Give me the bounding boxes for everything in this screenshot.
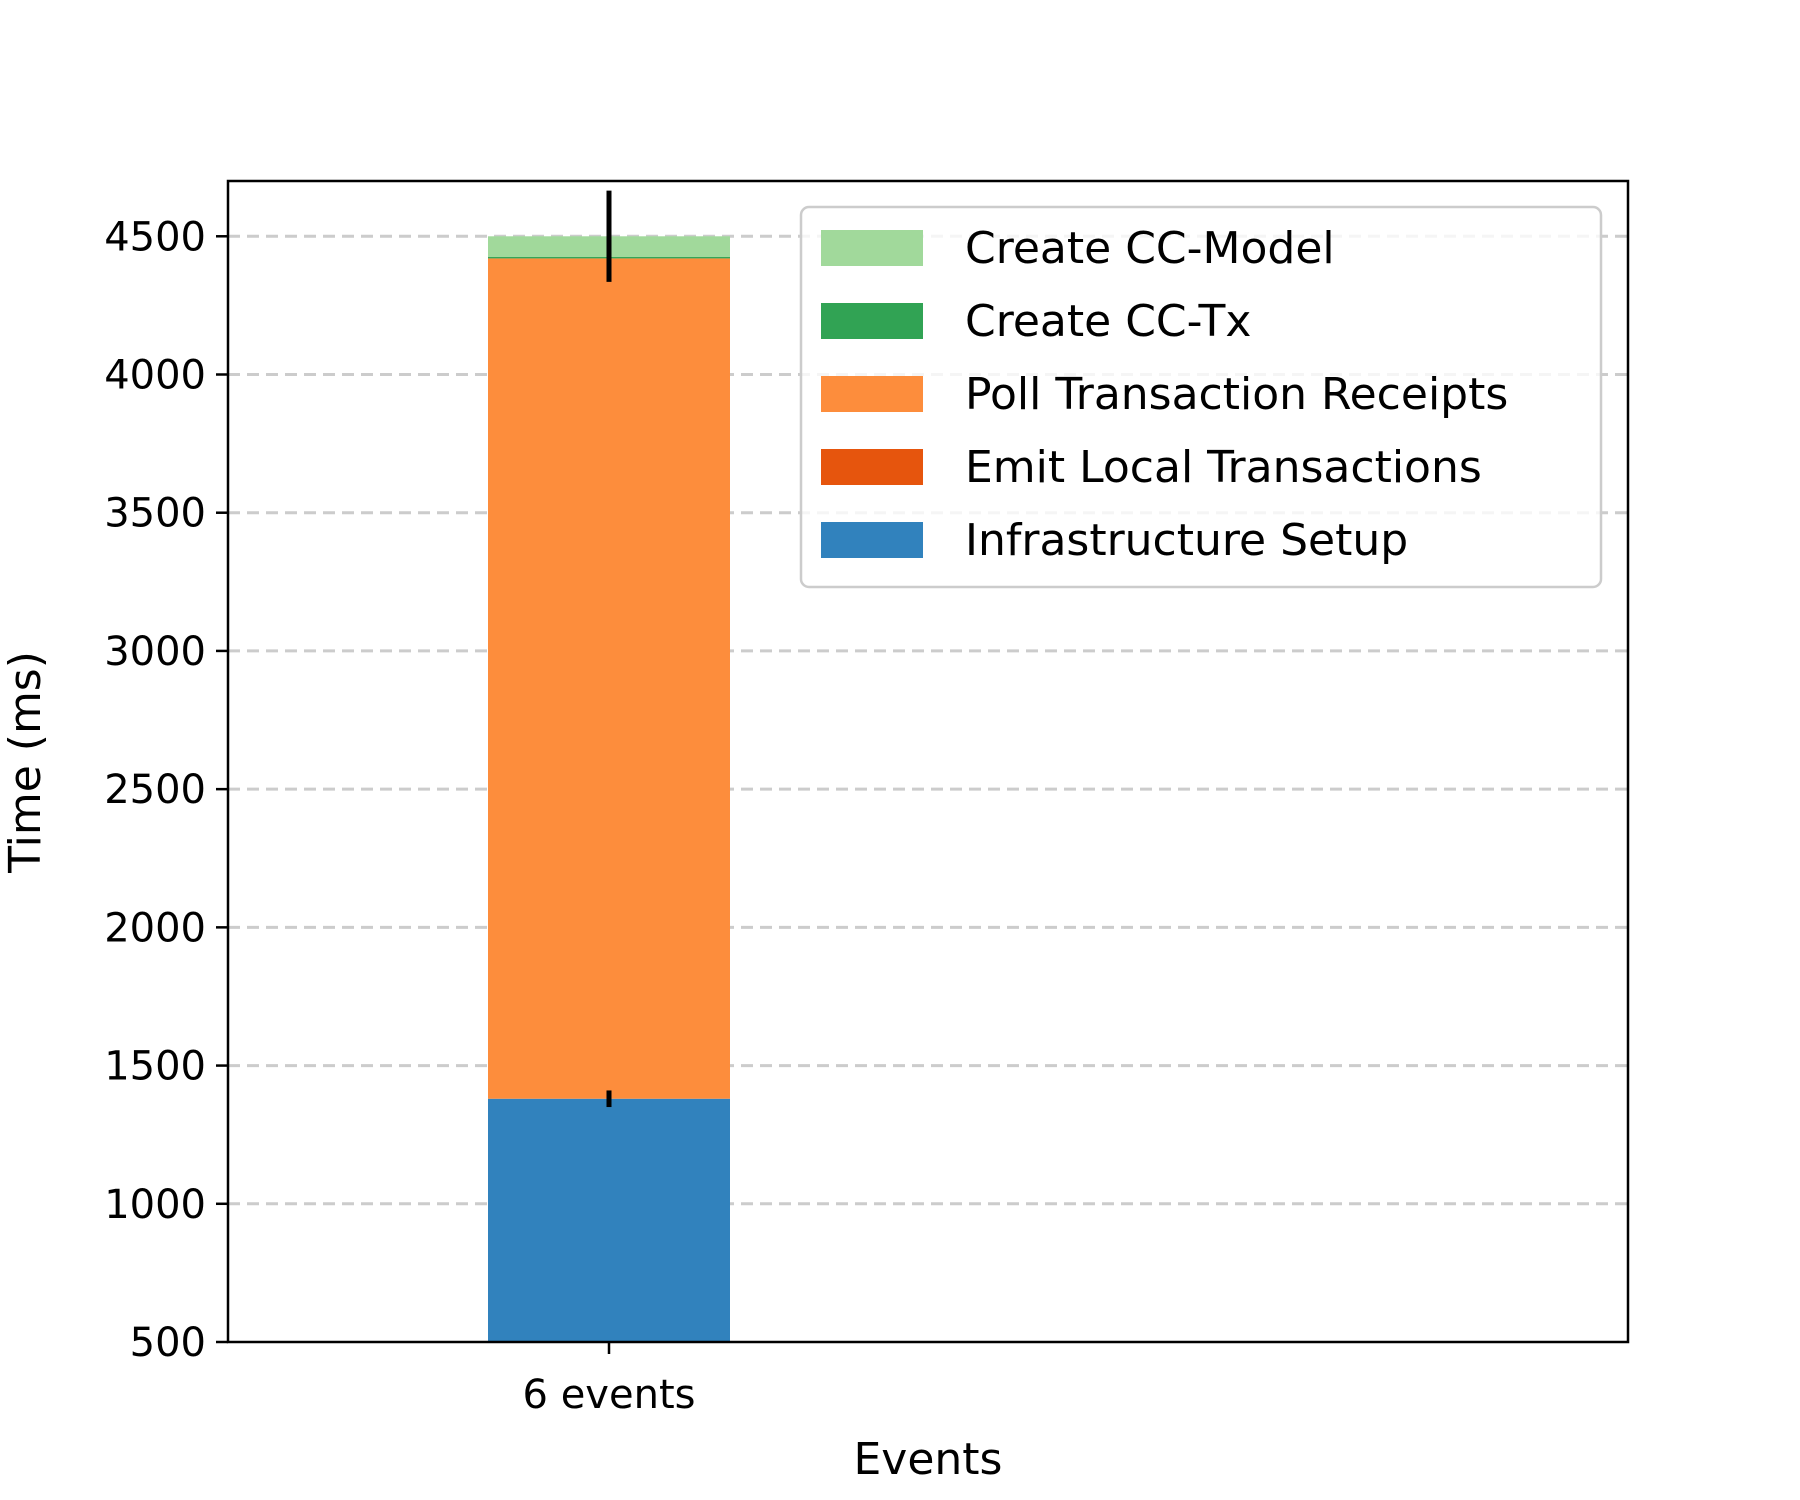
legend-label-infrastructure-setup: Infrastructure Setup — [965, 515, 1408, 566]
x-axis-ticks: 6 events — [523, 1342, 696, 1418]
legend-swatch-emit-local-transactions — [821, 449, 923, 485]
bar-segment-infrastructure-setup — [488, 1098, 730, 1342]
x-axis-title: Events — [854, 1434, 1003, 1485]
legend-swatch-create-cc-tx — [821, 303, 923, 339]
plot-area-frame — [226, 179, 1630, 1344]
y-tick-label: 3000 — [104, 629, 206, 675]
legend-frame — [799, 205, 1603, 589]
legend-items: Create CC-Model Create CC-Tx Poll Transact… — [821, 223, 1508, 566]
x-tick-label: 6 events — [523, 1372, 696, 1418]
legend: Create CC-Model Create CC-Tx Poll Transact… — [799, 205, 1603, 589]
y-tick-label: 4500 — [104, 214, 206, 260]
bar-segment-poll-transaction-receipts — [488, 258, 730, 1099]
legend-swatch-infrastructure-setup — [821, 522, 923, 558]
y-tick-label: 1000 — [104, 1182, 206, 1228]
legend-swatch-poll-transaction-receipts — [821, 376, 923, 412]
y-tick-label: 2000 — [104, 905, 206, 951]
y-tick-label: 1500 — [104, 1044, 206, 1090]
y-axis-ticks: 500 1000 1500 2000 2500 3000 3500 4000 4500 — [104, 214, 228, 1366]
stacked-bars — [488, 236, 730, 1342]
legend-label-poll-transaction-receipts: Poll Transaction Receipts — [965, 369, 1508, 420]
legend-swatch-create-cc-model — [821, 230, 923, 266]
y-axis-title: Time (ms) — [0, 651, 51, 874]
y-tick-label: 3500 — [104, 491, 206, 537]
legend-label-emit-local-transactions: Emit Local Transactions — [965, 442, 1482, 493]
y-grid-lines — [228, 234, 1628, 1206]
legend-label-create-cc-tx: Create CC-Tx — [965, 296, 1251, 347]
y-tick-label: 2500 — [104, 767, 206, 813]
y-tick-label: 4000 — [104, 353, 206, 399]
y-tick-label: 500 — [130, 1320, 206, 1366]
legend-label-create-cc-model: Create CC-Model — [965, 223, 1335, 274]
